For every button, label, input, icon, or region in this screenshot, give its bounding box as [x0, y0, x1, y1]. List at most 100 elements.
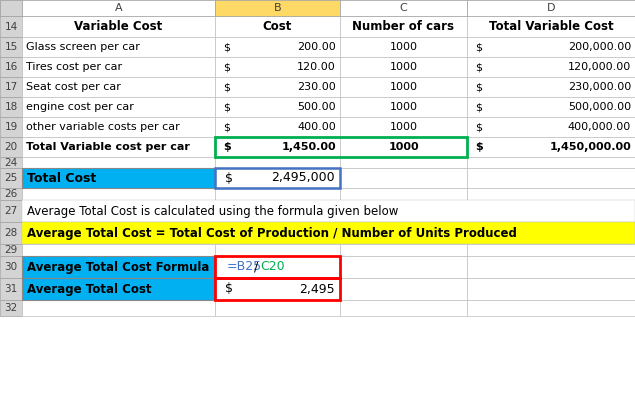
- Text: 200,000.00: 200,000.00: [568, 42, 631, 52]
- Text: 1000: 1000: [389, 62, 417, 72]
- Text: Average Total Cost: Average Total Cost: [27, 283, 152, 296]
- Text: 400.00: 400.00: [297, 122, 336, 132]
- Bar: [22, 97, 215, 117]
- Bar: [467, 16, 635, 37]
- Text: 19: 19: [4, 122, 18, 132]
- Bar: [340, 77, 467, 97]
- Bar: [22, 278, 215, 300]
- Bar: [467, 168, 635, 188]
- Text: 16: 16: [4, 62, 18, 72]
- Text: 1000: 1000: [389, 42, 417, 52]
- Bar: [215, 168, 340, 188]
- Bar: [0, 300, 22, 316]
- Bar: [22, 222, 635, 244]
- Bar: [467, 97, 635, 117]
- Bar: [0, 168, 22, 188]
- Bar: [0, 256, 22, 278]
- Text: A: A: [115, 3, 123, 13]
- Bar: [467, 0, 635, 16]
- Text: 230.00: 230.00: [297, 82, 336, 92]
- Text: $: $: [223, 62, 230, 72]
- Bar: [340, 222, 467, 244]
- Text: engine cost per car: engine cost per car: [26, 102, 134, 112]
- Text: C: C: [399, 3, 408, 13]
- Text: Total Variable cost per car: Total Variable cost per car: [26, 142, 190, 152]
- Bar: [340, 97, 467, 117]
- Text: 30: 30: [4, 262, 18, 272]
- Bar: [467, 278, 635, 300]
- Bar: [0, 157, 22, 168]
- Bar: [340, 188, 467, 200]
- Bar: [22, 0, 215, 16]
- Text: D: D: [547, 3, 555, 13]
- Text: Total Variable Cost: Total Variable Cost: [489, 20, 613, 33]
- Bar: [340, 0, 467, 16]
- Bar: [340, 0, 467, 16]
- Bar: [22, 117, 215, 137]
- Bar: [215, 117, 340, 137]
- Bar: [340, 157, 467, 168]
- Bar: [0, 137, 22, 157]
- Text: $: $: [223, 142, 231, 152]
- Text: $: $: [225, 171, 233, 184]
- Bar: [0, 16, 22, 37]
- Text: Tires cost per car: Tires cost per car: [26, 62, 122, 72]
- Bar: [340, 168, 467, 188]
- Bar: [467, 256, 635, 278]
- Bar: [0, 0, 22, 16]
- Bar: [340, 137, 467, 157]
- Text: other variable costs per car: other variable costs per car: [26, 122, 180, 132]
- Bar: [215, 77, 340, 97]
- Bar: [22, 256, 215, 278]
- Text: =B25: =B25: [227, 261, 262, 274]
- Bar: [0, 117, 22, 137]
- Text: Glass screen per car: Glass screen per car: [26, 42, 140, 52]
- Bar: [467, 222, 635, 244]
- Text: 1000: 1000: [389, 82, 417, 92]
- Bar: [340, 278, 467, 300]
- Bar: [215, 0, 340, 16]
- Bar: [467, 244, 635, 256]
- Bar: [22, 16, 215, 37]
- Text: $: $: [475, 122, 482, 132]
- Text: $: $: [475, 42, 482, 52]
- Bar: [467, 200, 635, 222]
- Bar: [0, 278, 22, 300]
- Bar: [340, 16, 467, 37]
- Text: 500.00: 500.00: [297, 102, 336, 112]
- Bar: [215, 300, 340, 316]
- Bar: [467, 37, 635, 57]
- Text: 1,450,000.00: 1,450,000.00: [549, 142, 631, 152]
- Bar: [215, 0, 340, 16]
- Text: 1000: 1000: [389, 122, 417, 132]
- Bar: [22, 168, 215, 188]
- Bar: [22, 37, 215, 57]
- Bar: [467, 77, 635, 97]
- Text: 2,495,000: 2,495,000: [271, 171, 335, 184]
- Bar: [215, 278, 340, 300]
- Text: $: $: [475, 142, 483, 152]
- Text: 17: 17: [4, 82, 18, 92]
- Bar: [340, 168, 467, 188]
- Bar: [467, 137, 635, 157]
- Bar: [22, 157, 215, 168]
- Bar: [467, 57, 635, 77]
- Bar: [22, 222, 215, 244]
- Bar: [215, 97, 340, 117]
- Text: 18: 18: [4, 102, 18, 112]
- Bar: [467, 256, 635, 278]
- Bar: [215, 137, 340, 157]
- Bar: [0, 97, 22, 117]
- Text: 1,450.00: 1,450.00: [281, 142, 336, 152]
- Bar: [215, 222, 340, 244]
- Text: 32: 32: [4, 303, 18, 313]
- Text: 27: 27: [4, 206, 18, 216]
- Text: $: $: [223, 122, 230, 132]
- Text: Cost: Cost: [263, 20, 292, 33]
- Bar: [215, 200, 340, 222]
- Text: 26: 26: [4, 189, 18, 199]
- Text: 20: 20: [4, 142, 18, 152]
- Bar: [22, 200, 635, 222]
- Bar: [340, 117, 467, 137]
- Bar: [0, 37, 22, 57]
